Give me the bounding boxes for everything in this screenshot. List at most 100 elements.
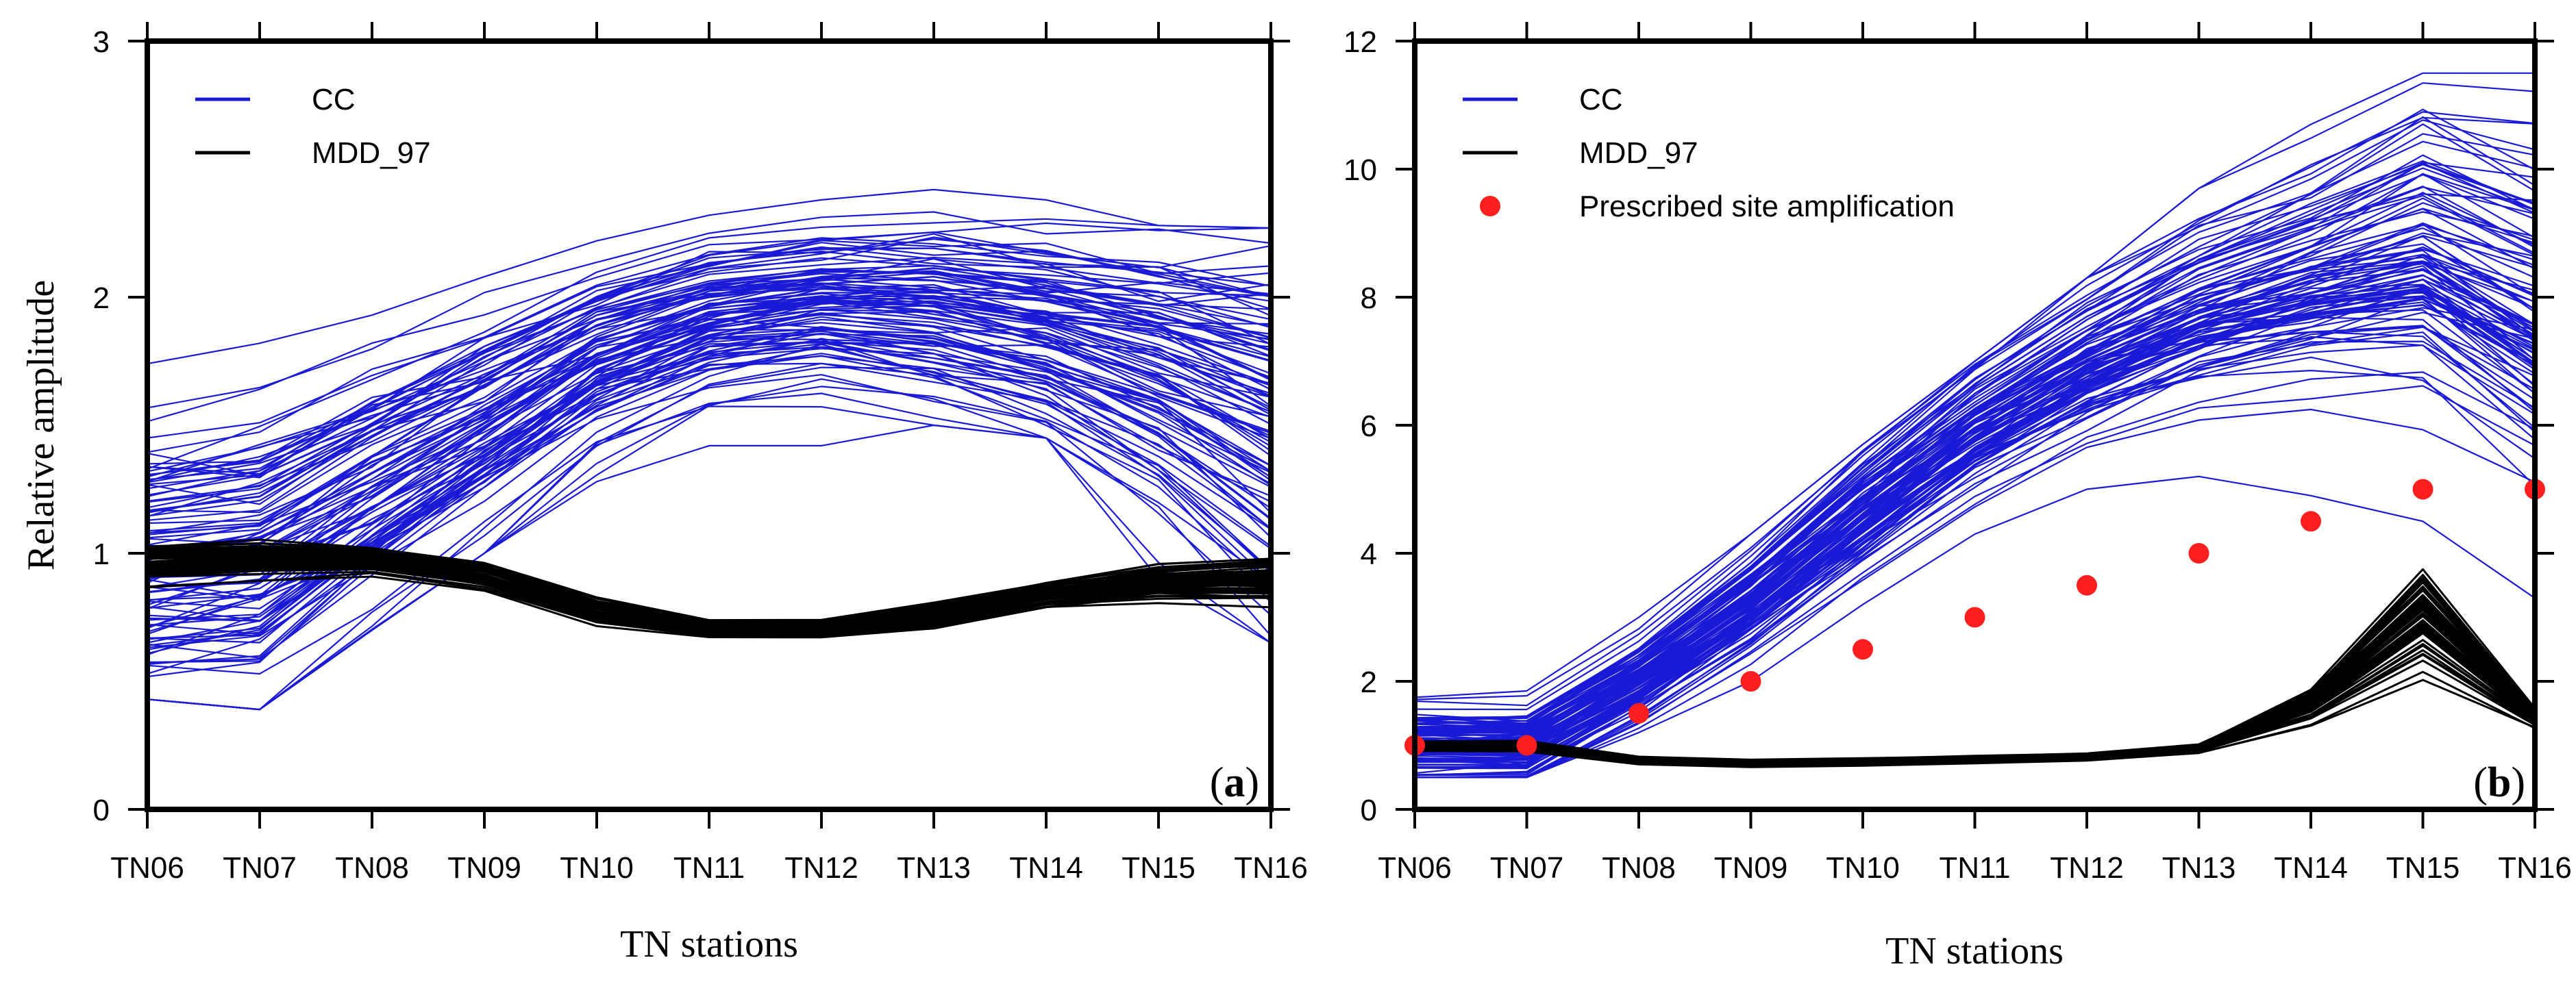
panel-a-mdd-lines — [147, 538, 1272, 639]
panel-a-mdd-97-line-57 — [147, 553, 1272, 632]
panel-b-cc-line-92 — [1414, 268, 2536, 774]
panel-b-label: (b) — [2473, 759, 2525, 806]
panel-a-x-tick-label-tn09: TN09 — [447, 851, 521, 885]
panel-a-cc-line-88 — [147, 290, 1272, 577]
panel-b-cc-line-89 — [1414, 154, 2536, 720]
panel-a-label-close: ) — [1245, 759, 1259, 806]
panel-b-markers — [1404, 479, 2545, 756]
panel-a-cc-line-63 — [147, 247, 1272, 475]
panel-a-cc-line-82 — [147, 342, 1272, 573]
panel-a-cc-lines — [147, 188, 1272, 711]
panel-b-y-tick-label-8: 8 — [1361, 281, 1377, 315]
panel-b-cc-line-81 — [1414, 288, 2536, 724]
panel-b-marker-tn13 — [2188, 543, 2209, 564]
panel-a-cc-line-90 — [147, 246, 1272, 439]
panel-b-cc-line-80 — [1414, 192, 2536, 745]
panel-b-cc-line-34 — [1414, 336, 2536, 769]
panel-b-cc-line-26 — [1415, 408, 2536, 779]
panel-a-cc-line-32 — [147, 292, 1272, 556]
panel-b-y-tick-label-2: 2 — [1361, 666, 1377, 699]
panel-a-ticks: TN06 TN07 TN08 TN09 TN10 TN11 TN12 TN13 TN14 TN15… — [93, 22, 1308, 885]
panel-b-cc-line-max — [1414, 72, 2535, 698]
panel-a-x-tick-label-tn11: TN11 — [673, 851, 745, 885]
panel-a-cc-line-21 — [147, 271, 1272, 610]
panel-a-cc-line-56 — [147, 237, 1272, 453]
panel-a-cc-line-75 — [147, 257, 1272, 478]
panel-b-marker-tn15 — [2412, 479, 2433, 500]
panel-a-x-tick-label-tn07: TN07 — [223, 851, 297, 885]
panel-b-x-tick-label-tn16: TN16 — [2498, 851, 2572, 885]
panel-b-legend-swatch-2 — [1480, 196, 1500, 216]
panel-a-y-tick-label-3: 3 — [93, 25, 110, 59]
panel-a-cc-line-94 — [147, 286, 1272, 674]
panel-b-cc-line-98 — [1415, 307, 2536, 779]
panel-b-cc-line-50 — [1414, 279, 2536, 766]
panel-a-cc-line-84 — [147, 211, 1272, 409]
panel-b-marker-tn11 — [1964, 607, 1985, 628]
panel-b-marker-tn14 — [2301, 511, 2321, 532]
panel-b-cc-line-83 — [1414, 253, 2536, 750]
panel-b-cc-lines — [1414, 72, 2536, 779]
panel-b-cc-line-68 — [1414, 296, 2536, 763]
panel-a-mdd-97-line-54 — [147, 549, 1272, 626]
panel-a-label-open: ( — [1210, 759, 1224, 806]
panel-b-cc-line-86 — [1414, 288, 2536, 770]
panel-a-cc-line-79 — [147, 257, 1272, 503]
panel-b-label-open: ( — [2473, 759, 2488, 806]
panel-a-cc-line-42 — [147, 273, 1272, 476]
panel-a-cc-line-22 — [147, 362, 1272, 711]
panel-a-cc-line-87 — [147, 338, 1272, 601]
panel-a-x-axis-title: TN stations — [620, 923, 798, 966]
panel-b-cc-line-87 — [1414, 294, 2536, 776]
panel-b-cc-line-64 — [1414, 116, 2536, 711]
panel-b-cc-line-49 — [1415, 371, 2536, 779]
panel-b-cc-line-min — [1415, 475, 2536, 779]
panel-b-label-close: ) — [2511, 759, 2525, 806]
panel-b-cc-line-63 — [1414, 304, 2536, 744]
panel-b-label-letter: b — [2488, 759, 2511, 806]
panel-b-x-tick-label-tn09: TN09 — [1714, 851, 1788, 885]
panel-a-y-tick-label-0: 0 — [93, 794, 110, 827]
panel-a-mdd-97-line-59 — [147, 538, 1272, 622]
panel-a-legend-label-0: CC — [312, 83, 356, 116]
panel-a-mdd-97-line-30 — [147, 575, 1272, 639]
panel-b-x-tick-label-tn10: TN10 — [1826, 851, 1900, 885]
panel-b-y-tick-label-0: 0 — [1361, 794, 1377, 827]
panel-b-x-tick-label-tn12: TN12 — [2050, 851, 2124, 885]
panel-b-marker-tn09 — [1740, 671, 1761, 692]
panel-b-x-axis-title: TN stations — [1885, 930, 2064, 972]
panel-a-y-axis-title: Relative amplitude — [20, 280, 62, 571]
panel-a-cc-line-17 — [147, 218, 1272, 470]
panel-a-x-tick-label-tn13: TN13 — [897, 851, 971, 885]
panel-b-y-tick-label-12: 12 — [1343, 25, 1377, 59]
panel-a-cc-line-91 — [147, 267, 1272, 514]
panel-b-x-tick-label-tn15: TN15 — [2386, 851, 2460, 885]
panel-a-cc-line-72 — [147, 298, 1272, 518]
panel-b-cc-line-36 — [1414, 194, 2536, 731]
panel-b-y-tick-label-4: 4 — [1361, 538, 1377, 571]
panel-a-cc-line-99 — [147, 329, 1272, 601]
panel-a-x-tick-label-tn14: TN14 — [1009, 851, 1083, 885]
panel-a-cc-line-max — [147, 188, 1272, 365]
panel-a-mdd-97-line-52 — [147, 566, 1272, 635]
panel-b-cc-line-93 — [1414, 249, 2536, 729]
panel-a-x-tick-label-tn16: TN16 — [1234, 851, 1308, 885]
panel-b-mdd-97-line-59 — [1415, 613, 2536, 764]
panel-a-legend-label-1: MDD_97 — [312, 136, 431, 170]
panel-a-cc-line-14 — [147, 268, 1272, 482]
panel-b-legend-label-0: CC — [1579, 83, 1623, 116]
panel-b-cc-line-97 — [1414, 278, 2536, 759]
panel-a-x-tick-label-tn06: TN06 — [110, 851, 184, 885]
panel-b-x-tick-label-tn13: TN13 — [2162, 851, 2236, 885]
panel-a-cc-line-89 — [147, 309, 1272, 549]
panel-a-cc-line-30 — [147, 346, 1272, 664]
panel-a-x-tick-label-tn15: TN15 — [1122, 851, 1196, 885]
panel-b-x-tick-label-tn08: TN08 — [1602, 851, 1676, 885]
panel-b-cc-line-74 — [1414, 344, 2536, 755]
panel-a: TN06 TN07 TN08 TN09 TN10 TN11 TN12 TN13 TN14 TN15… — [20, 22, 1308, 966]
panel-a-cc-line-78 — [147, 233, 1272, 496]
panel-b-marker-tn10 — [1853, 639, 1873, 660]
panel-b-mdd-97-line-52 — [1414, 679, 2536, 768]
panel-b-mdd-97-line-58 — [1414, 574, 2536, 761]
